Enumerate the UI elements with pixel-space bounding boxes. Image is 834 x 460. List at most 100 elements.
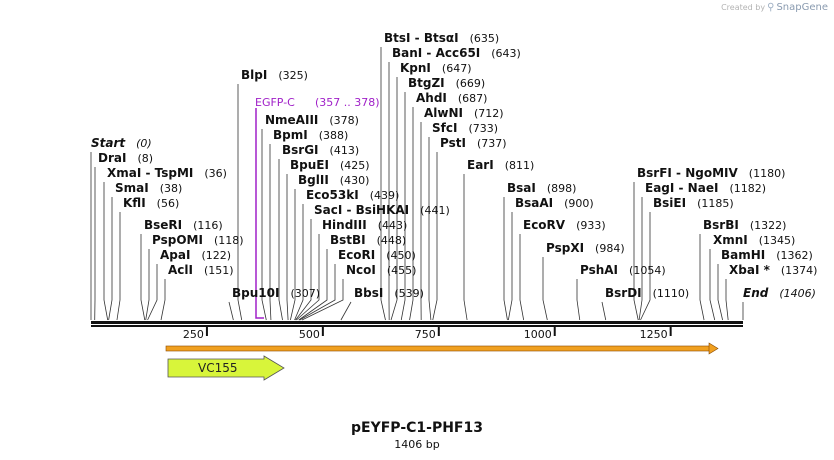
orf-arrow-head [708, 342, 719, 355]
enzyme-label[interactable]: EcoRI (450) [338, 248, 416, 262]
enzyme-cut-line [290, 189, 296, 321]
enzyme-cut-line [507, 212, 513, 321]
enzyme-label[interactable]: XmaI - TspMI (36) [107, 166, 227, 180]
enzyme-cut-line [237, 84, 243, 321]
enzyme-label[interactable]: NmeAIII (378) [265, 113, 359, 127]
ruler-tick [553, 327, 556, 336]
enzyme-label[interactable]: HindIII (443) [322, 218, 407, 232]
enzyme-cut-line [640, 212, 651, 321]
snapgene-brand-name: SnapGene [776, 2, 828, 13]
enzyme-label[interactable]: Start (0) [91, 136, 152, 150]
enzyme-label[interactable]: KpnI (647) [400, 61, 472, 75]
enzyme-label[interactable]: BsrGI (413) [282, 143, 359, 157]
enzyme-cut-line [294, 204, 304, 321]
enzyme-cut-line [140, 234, 146, 321]
enzyme-label[interactable]: BamHI (1362) [721, 248, 813, 262]
enzyme-cut-line [576, 279, 581, 321]
enzyme-cut-line [340, 301, 352, 321]
enzyme-label[interactable]: BpuEI (425) [290, 158, 370, 172]
enzyme-cut-line [299, 264, 336, 321]
enzyme-label[interactable]: BsrBI (1322) [703, 218, 786, 232]
enzyme-label[interactable]: BanI - Acc65I (643) [392, 46, 521, 60]
enzyme-label[interactable]: EarI (811) [467, 158, 534, 172]
cut-lines [90, 47, 744, 321]
egfp-feature-name[interactable]: EGFP-C [255, 96, 295, 109]
enzyme-label[interactable]: BsaI (898) [507, 181, 576, 195]
enzyme-label[interactable]: EagI - NaeI (1182) [645, 181, 766, 195]
enzyme-label[interactable]: BtgZI (669) [408, 76, 485, 90]
enzyme-label[interactable]: End (1406) [743, 286, 816, 300]
enzyme-cut-line [298, 249, 328, 321]
enzyme-label[interactable]: Bpu10I (307) [232, 286, 320, 300]
enzyme-label[interactable]: SmaI (38) [115, 181, 182, 195]
enzyme-label[interactable]: BtsI - BtsαI (635) [384, 31, 499, 45]
enzyme-cut-line [432, 152, 438, 321]
enzyme-label[interactable]: PspXI (984) [546, 241, 625, 255]
ruler-tick-label: 1250 [640, 328, 668, 341]
enzyme-label[interactable]: SfcI (733) [432, 121, 498, 135]
ruler-tick [205, 327, 208, 336]
enzyme-cut-line [261, 129, 267, 321]
orf-arrow[interactable] [165, 342, 719, 355]
enzyme-label[interactable]: BlpI (325) [241, 68, 308, 82]
enzyme-cut-line [269, 144, 272, 321]
enzyme-label[interactable]: BsrDI (1110) [605, 286, 689, 300]
enzyme-label[interactable]: XbaI * (1374) [729, 263, 817, 277]
enzyme-label[interactable]: AlwNI (712) [424, 106, 504, 120]
enzyme-cut-line [301, 279, 344, 321]
enzyme-cut-line [542, 257, 548, 321]
egfp-feature: EGFP-C (357 .. 378) [255, 96, 380, 319]
enzyme-cut-line [228, 301, 234, 321]
enzyme-cut-line [103, 182, 109, 321]
enzyme-label[interactable]: NcoI (455) [346, 263, 416, 277]
plasmid-length: 1406 bp [394, 438, 440, 451]
enzyme-cut-line [717, 264, 723, 321]
enzyme-cut-line [160, 279, 166, 321]
enzyme-cut-line [380, 47, 386, 321]
ruler-tick [669, 327, 672, 336]
dna-backbone-bottom [91, 325, 743, 327]
enzyme-cut-line [286, 174, 289, 321]
enzyme-label[interactable]: BbsI (539) [354, 286, 424, 300]
enzyme-label[interactable]: DraI (8) [98, 151, 153, 165]
enzyme-cut-line [147, 264, 158, 321]
enzyme-cut-line [116, 212, 121, 321]
enzyme-cut-line [295, 219, 312, 321]
enzyme-label[interactable]: XmnI (1345) [713, 233, 795, 247]
ruler-tick-label: 250 [183, 328, 204, 341]
enzyme-label[interactable]: AhdI (687) [416, 91, 487, 105]
primer-vc155[interactable]: VC155 [167, 355, 285, 381]
enzyme-label[interactable]: AclI (151) [168, 263, 234, 277]
enzyme-cut-line [428, 137, 432, 321]
enzyme-label[interactable]: SacI - BsiHKAI (441) [314, 203, 450, 217]
enzyme-label[interactable]: ApaI (122) [160, 248, 231, 262]
enzyme-cut-line [699, 234, 705, 321]
enzyme-cut-line [278, 159, 283, 321]
enzyme-label[interactable]: BsaAI (900) [515, 196, 594, 210]
enzyme-label[interactable]: PstI (737) [440, 136, 507, 150]
enzyme-cut-line [296, 234, 320, 321]
primer-arrow-shape [167, 355, 285, 381]
enzyme-cut-line [633, 182, 639, 321]
ruler-tick-label: 750 [415, 328, 436, 341]
ruler: 250 500 750 1000 1250 [91, 321, 743, 341]
created-by-text: Created by [721, 3, 766, 12]
enzyme-label[interactable]: BsrFI - NgoMIV (1180) [637, 166, 785, 180]
enzyme-label[interactable]: BsiEI (1185) [653, 196, 734, 210]
enzyme-label[interactable]: BseRI (116) [144, 218, 223, 232]
enzyme-cut-line [709, 249, 716, 321]
enzyme-label[interactable]: PspOMI (118) [152, 233, 244, 247]
enzyme-cut-line [519, 234, 525, 321]
enzyme-label[interactable]: BstBI (448) [330, 233, 406, 247]
ruler-tick [321, 327, 324, 336]
enzyme-label[interactable]: BglII (430) [298, 173, 369, 187]
enzyme-label[interactable]: EcoRV (933) [523, 218, 606, 232]
orf-arrow-body [165, 345, 711, 352]
enzyme-label[interactable]: BpmI (388) [273, 128, 348, 142]
enzyme-label[interactable]: Eco53kI (439) [306, 188, 399, 202]
ruler-tick-label: 500 [299, 328, 320, 341]
egfp-feature-range: (357 .. 378) [315, 96, 380, 109]
enzyme-label[interactable]: KflI (56) [123, 196, 179, 210]
plasmid-name: pEYFP-C1-PHF13 [351, 420, 483, 436]
enzyme-label[interactable]: PshAI (1054) [580, 263, 666, 277]
